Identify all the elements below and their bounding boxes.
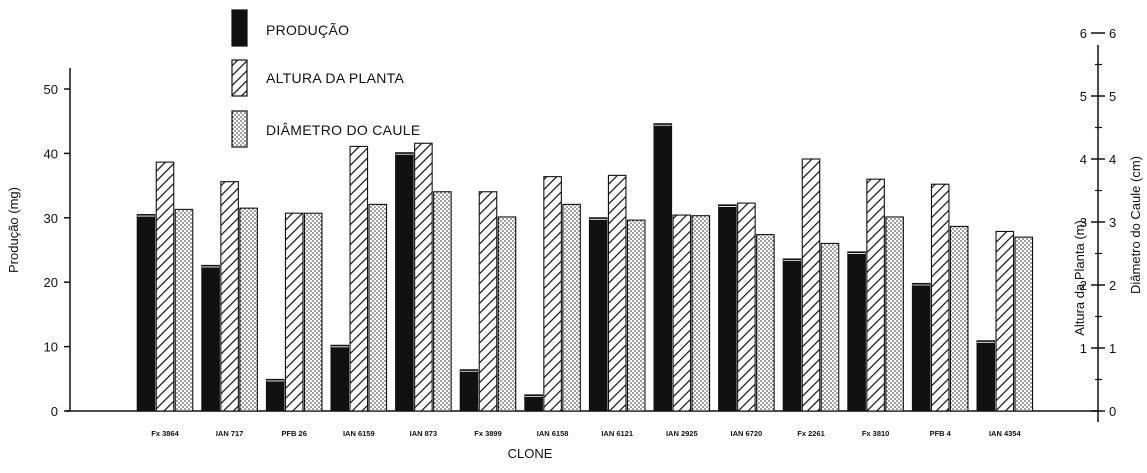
left-tick-label: 20: [44, 275, 58, 290]
bar-diametro-do-caule: [497, 216, 517, 412]
category-label: IAN 873: [410, 429, 438, 438]
legend-swatch-producao: [231, 9, 248, 47]
right-inner-tick-label: 5: [1080, 89, 1087, 104]
bar-altura-da-planta: [543, 176, 562, 412]
bar-producao: [459, 369, 479, 412]
bar-producao: [524, 394, 543, 412]
bar-producao: [395, 152, 414, 412]
right-outer-tick-label: 5: [1109, 89, 1116, 104]
bar-altura-da-planta: [478, 191, 498, 412]
category-labels: Fx 3864 IAN 717 PFB 26 IAN 6159 IAN 873 Fx 38…: [151, 429, 1021, 438]
bar-altura-da-planta: [801, 158, 821, 412]
legend-item-producao: PRODUÇÃO: [231, 9, 349, 47]
bar-diametro-do-caule: [303, 212, 323, 412]
bar-diametro-do-caule: [562, 203, 581, 412]
bar-diametro-do-caule: [626, 219, 646, 412]
category-label: Fx 3864: [151, 429, 179, 438]
right-outer-tick-label: 1: [1109, 341, 1116, 356]
bar-altura-da-planta: [995, 230, 1015, 412]
right-inner-tick-label: 3: [1080, 215, 1087, 230]
bar-producao: [782, 258, 802, 412]
category-label: IAN 717: [216, 429, 244, 438]
right-outer-tick-label: 6: [1109, 26, 1116, 41]
bar-diametro-do-caule: [433, 191, 452, 412]
legend-label-producao: PRODUÇÃO: [266, 22, 349, 38]
y-axis-right-outer-title: Diâmetro do Caule (cm): [1128, 156, 1143, 294]
legend-label-diametro: DIÂMETRO DO CAULE: [266, 122, 420, 138]
legend-item-altura: ALTURA DA PLANTA: [231, 59, 404, 97]
right-inner-tick-label: 6: [1080, 26, 1087, 41]
bar-diametro-do-caule: [174, 208, 194, 412]
bar-producao: [588, 217, 608, 412]
bars: [136, 123, 1034, 412]
bar-producao: [911, 282, 931, 412]
x-axis-title: CLONE: [508, 446, 553, 461]
right-inner-tick-label: 4: [1080, 152, 1087, 167]
y-axis-right-inner-title: Altura da Planta (m): [1072, 220, 1087, 336]
legend-swatch-diametro: [231, 110, 248, 148]
legend-label-altura: ALTURA DA PLANTA: [266, 70, 404, 86]
category-label: IAN 2925: [666, 429, 698, 438]
left-tick-label: 40: [44, 146, 58, 161]
bar-altura-da-planta: [220, 181, 239, 412]
left-tick-label: 30: [44, 211, 58, 226]
category-label: IAN 6158: [537, 429, 569, 438]
bar-diametro-do-caule: [1014, 236, 1034, 412]
left-tick-label: 50: [44, 82, 58, 97]
y-axis-left-title: Produção (mg): [6, 187, 21, 273]
category-label: Fx 2261: [797, 429, 825, 438]
left-tick-label: 0: [51, 404, 58, 419]
bar-producao: [265, 378, 285, 412]
bar-altura-da-planta: [155, 161, 175, 412]
bar-producao: [847, 251, 866, 412]
category-label: IAN 6159: [343, 429, 375, 438]
right-inner-tick-label: 2: [1080, 278, 1087, 293]
bar-producao: [653, 123, 673, 412]
bar-diametro-do-caule: [885, 216, 904, 412]
right-ticks: 0 1 1 2 2 3 3 4 4 5 5 6 6: [1080, 26, 1116, 419]
right-outer-tick-label: 3: [1109, 215, 1116, 230]
left-tick-label: 10: [44, 340, 58, 355]
bar-altura-da-planta: [284, 212, 304, 412]
bar-producao: [718, 204, 737, 412]
bar-diametro-do-caule: [239, 207, 258, 412]
legend-item-diametro: DIÂMETRO DO CAULE: [231, 110, 420, 148]
right-outer-tick-label: 2: [1109, 278, 1116, 293]
bar-diametro-do-caule: [820, 242, 840, 412]
legend: PRODUÇÃO ALTURA DA PLANTA DIÂMETRO DO CA…: [231, 9, 420, 148]
category-label: Fx 3899: [474, 429, 502, 438]
bar-producao: [136, 214, 156, 412]
right-outer-tick-label: 4: [1109, 152, 1116, 167]
category-label: IAN 4354: [989, 429, 1022, 438]
bar-altura-da-planta: [607, 174, 627, 412]
bar-producao: [330, 344, 350, 412]
category-label: PFB 4: [930, 429, 952, 438]
bar-diametro-do-caule: [756, 234, 775, 412]
category-label: IAN 6720: [731, 429, 763, 438]
bar-altura-da-planta: [866, 178, 885, 412]
bar-producao: [201, 264, 220, 412]
bar-diametro-do-caule: [691, 215, 711, 412]
category-label: Fx 3810: [862, 429, 890, 438]
right-inner-tick-label: 1: [1080, 341, 1087, 356]
bar-altura-da-planta: [672, 214, 692, 412]
bar-altura-da-planta: [930, 183, 950, 412]
bar-diametro-do-caule: [949, 225, 969, 412]
bar-altura-da-planta: [414, 142, 433, 412]
legend-swatch-altura: [231, 59, 248, 97]
bar-altura-da-planta: [349, 145, 369, 412]
left-ticks: 0 10 20 30 40 50: [44, 82, 70, 419]
category-label: IAN 6121: [601, 429, 633, 438]
bar-diametro-do-caule: [368, 203, 388, 412]
right-outer-tick-label: 0: [1109, 404, 1116, 419]
category-label: PFB 26: [281, 429, 306, 438]
bar-altura-da-planta: [737, 202, 756, 412]
bar-producao: [976, 340, 996, 412]
